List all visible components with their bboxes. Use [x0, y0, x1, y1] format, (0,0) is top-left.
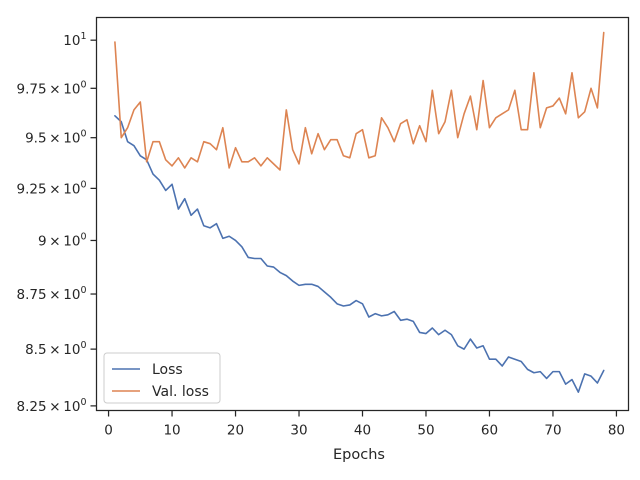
plot-frame: [95, 16, 630, 412]
y-tick-label: 8.5 × 100: [25, 340, 86, 358]
y-tick-label: 9.5 × 100: [25, 129, 86, 147]
y-axis: 8.25 × 100 8.5 × 100 8.75 × 100 9 × 100 9.25…: [17, 31, 97, 415]
x-tick-label: 40: [354, 423, 371, 439]
x-axis-label: Epochs: [333, 447, 385, 463]
x-tick-label: 80: [608, 423, 625, 439]
x-tick-label: 30: [290, 423, 307, 439]
x-tick-label: 10: [163, 423, 180, 439]
x-tick-label: 0: [104, 423, 113, 439]
y-tick-label: 9.25 × 100: [17, 179, 87, 197]
plot-area: [96, 17, 629, 411]
legend-label-loss: Loss: [152, 362, 183, 378]
y-tick-label: 8.75 × 100: [17, 285, 87, 303]
x-tick-label: 20: [227, 423, 244, 439]
x-axis: 0 10 20 30 40 50 60 70 80: [104, 410, 625, 439]
x-tick-label: 60: [481, 423, 498, 439]
series-line-val-loss: [114, 31, 605, 171]
legend-label-val-loss: Val. loss: [152, 384, 209, 400]
series-line-loss: [114, 115, 605, 393]
x-tick-label: 50: [417, 423, 434, 439]
y-tick-label: 9 × 100: [38, 231, 87, 249]
y-tick-label: 8.25 × 100: [17, 397, 87, 415]
series-layer: [114, 31, 605, 393]
x-tick-label: 70: [544, 423, 561, 439]
y-tick-label: 9.75 × 100: [17, 79, 87, 97]
legend: Loss Val. loss: [103, 352, 221, 404]
